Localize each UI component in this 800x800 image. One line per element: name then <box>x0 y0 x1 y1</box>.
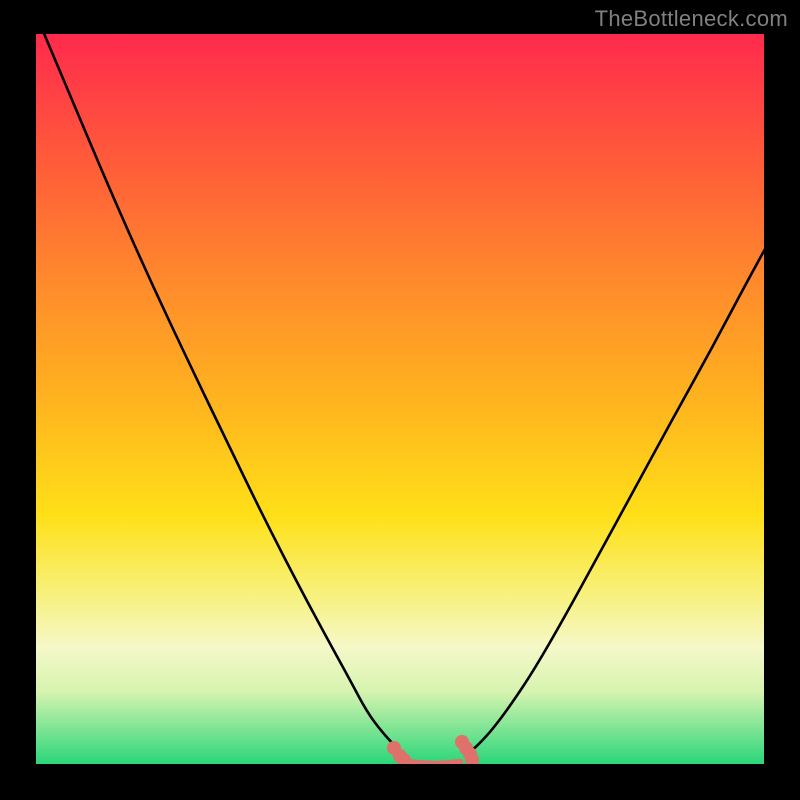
marker-connector <box>406 762 460 764</box>
chart-container: TheBottleneck.com <box>0 0 800 800</box>
chart-svg <box>36 34 764 764</box>
watermark-text: TheBottleneck.com <box>595 6 788 32</box>
plot-area <box>36 34 764 764</box>
gradient-background <box>36 34 764 764</box>
